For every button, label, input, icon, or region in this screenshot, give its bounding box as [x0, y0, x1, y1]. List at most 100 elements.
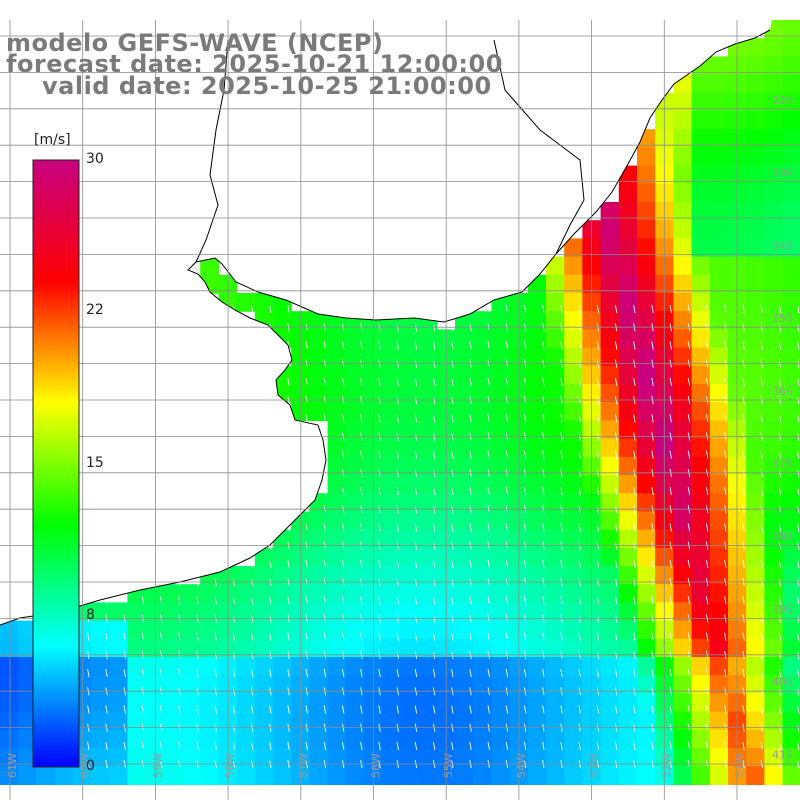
wind-arrow — [396, 487, 399, 496]
wind-arrow — [614, 377, 618, 386]
wind-arrow — [232, 596, 236, 605]
wind-arrow — [560, 705, 563, 714]
wind-arrow — [360, 487, 363, 496]
wind-arrow — [323, 596, 327, 605]
wind-arrow — [796, 487, 800, 496]
wind-arrow — [560, 450, 563, 459]
wind-arrow — [633, 377, 636, 386]
wind-arrow — [159, 705, 163, 714]
wind-arrow — [341, 632, 345, 641]
wind-arrow — [742, 450, 745, 459]
wind-arrow — [305, 669, 308, 678]
wind-arrow — [451, 632, 454, 641]
wind-arrow — [378, 705, 381, 714]
wind-arrow — [742, 487, 745, 496]
wind-arrow — [123, 596, 126, 605]
wind-arrow — [432, 487, 436, 496]
wind-arrow — [323, 741, 327, 750]
wind-arrow — [341, 559, 345, 568]
wind-arrow — [396, 377, 399, 386]
wind-arrow — [669, 596, 672, 605]
wind-arrow — [414, 377, 418, 386]
wind-arrow — [305, 741, 308, 750]
wind-arrow — [469, 705, 472, 714]
wind-arrow — [778, 559, 782, 568]
wind-arrow — [614, 450, 618, 459]
wind-arrow — [269, 559, 272, 568]
colorbar-unit: [m/s] — [34, 132, 71, 148]
wind-arrow — [451, 341, 454, 350]
wind-arrow — [414, 632, 418, 641]
wind-arrow — [269, 741, 272, 750]
lon-label: 52W — [660, 753, 673, 778]
wind-arrow — [141, 596, 145, 605]
wind-arrow — [796, 669, 800, 678]
wind-arrow — [432, 450, 436, 459]
wind-arrow — [760, 414, 763, 423]
wind-arrow — [778, 377, 782, 386]
wind-arrow — [323, 523, 327, 532]
wind-arrow — [214, 632, 217, 641]
wind-arrow — [724, 632, 727, 641]
colorbar-tick-30: 30 — [86, 151, 104, 167]
wind-arrow — [633, 450, 636, 459]
wind-arrow — [596, 341, 600, 350]
wind-arrow — [651, 487, 654, 496]
wind-arrow — [305, 705, 308, 714]
wind-arrow — [578, 523, 581, 532]
wind-arrow — [451, 414, 454, 423]
colorbar — [32, 159, 80, 768]
wind-arrow — [523, 596, 527, 605]
wind-arrow — [705, 377, 709, 386]
wind-arrow — [396, 559, 399, 568]
wind-arrow — [724, 341, 727, 350]
wind-arrow — [742, 341, 745, 350]
wind-arrow — [633, 305, 636, 314]
wind-arrow — [378, 377, 381, 386]
wind-arrow — [87, 632, 90, 641]
wind-arrow — [578, 450, 581, 459]
wind-arrow — [596, 596, 600, 605]
wind-arrow — [305, 414, 308, 423]
wind-arrow — [414, 414, 418, 423]
wind-arrow — [778, 596, 782, 605]
wind-arrow — [432, 559, 436, 568]
wind-arrow — [269, 596, 272, 605]
wind-arrow — [414, 523, 418, 532]
wind-arrow — [596, 414, 600, 423]
wind-arrow — [487, 341, 490, 350]
wind-arrow — [687, 559, 691, 568]
lat-label: 37S — [772, 458, 793, 471]
wind-arrow — [523, 341, 527, 350]
wind-arrow — [305, 523, 308, 532]
wind-arrow — [651, 596, 654, 605]
wind-arrow — [487, 450, 490, 459]
wind-arrow — [633, 487, 636, 496]
wind-arrow — [178, 669, 181, 678]
wind-arrow — [287, 305, 290, 314]
wind-arrow — [487, 377, 490, 386]
lon-label: 56W — [370, 753, 383, 778]
wind-arrow — [596, 523, 600, 532]
wind-arrow — [542, 741, 545, 750]
wind-arrow — [505, 741, 509, 750]
wind-arrow — [651, 559, 654, 568]
wind-arrow — [451, 377, 454, 386]
wind-arrow — [196, 669, 199, 678]
wind-arrow — [687, 669, 691, 678]
wind-arrow — [669, 377, 672, 386]
wind-arrow — [360, 341, 363, 350]
wind-arrow — [578, 559, 581, 568]
wind-arrow — [451, 741, 454, 750]
wind-arrow — [341, 669, 345, 678]
wind-arrow — [414, 669, 418, 678]
wind-arrow — [451, 450, 454, 459]
wind-arrow — [505, 305, 509, 314]
wind-arrow — [705, 669, 709, 678]
wind-arrow — [614, 669, 618, 678]
wind-arrow — [724, 705, 727, 714]
wind-arrow — [360, 632, 363, 641]
wind-arrow — [578, 669, 581, 678]
wind-arrow — [487, 632, 490, 641]
wind-arrow — [724, 414, 727, 423]
